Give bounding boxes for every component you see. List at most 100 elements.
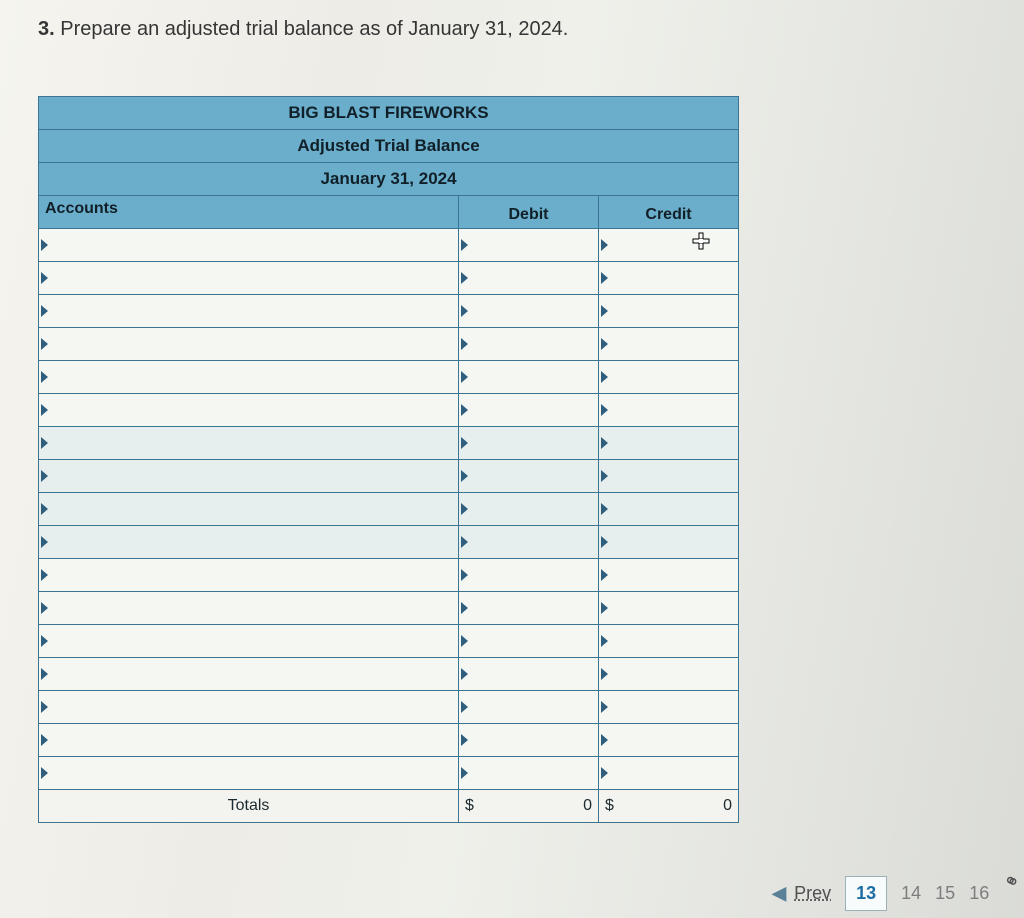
account-cell[interactable]	[39, 757, 459, 790]
credit-cell[interactable]	[599, 328, 739, 361]
dropdown-triangle-icon[interactable]	[461, 668, 468, 680]
credit-cell[interactable]	[599, 295, 739, 328]
dropdown-triangle-icon[interactable]	[41, 536, 48, 548]
debit-cell[interactable]	[459, 493, 599, 526]
debit-cell[interactable]	[459, 559, 599, 592]
dropdown-triangle-icon[interactable]	[41, 635, 48, 647]
debit-cell[interactable]	[459, 361, 599, 394]
dropdown-triangle-icon[interactable]	[601, 503, 608, 515]
account-cell[interactable]	[39, 559, 459, 592]
dropdown-triangle-icon[interactable]	[461, 701, 468, 713]
dropdown-triangle-icon[interactable]	[41, 602, 48, 614]
account-cell[interactable]	[39, 394, 459, 427]
dropdown-triangle-icon[interactable]	[601, 371, 608, 383]
dropdown-triangle-icon[interactable]	[41, 701, 48, 713]
dropdown-triangle-icon[interactable]	[601, 305, 608, 317]
debit-cell[interactable]	[459, 625, 599, 658]
dropdown-triangle-icon[interactable]	[601, 668, 608, 680]
link-icon[interactable]: ⚭	[999, 866, 1024, 896]
dropdown-triangle-icon[interactable]	[601, 437, 608, 449]
debit-cell[interactable]	[459, 262, 599, 295]
page-14[interactable]: 14	[901, 883, 921, 904]
dropdown-triangle-icon[interactable]	[461, 602, 468, 614]
dropdown-triangle-icon[interactable]	[601, 338, 608, 350]
credit-cell[interactable]	[599, 394, 739, 427]
chevron-left-icon[interactable]: ◀	[772, 883, 786, 904]
debit-cell[interactable]	[459, 691, 599, 724]
debit-cell[interactable]	[459, 757, 599, 790]
debit-cell[interactable]	[459, 526, 599, 559]
dropdown-triangle-icon[interactable]	[601, 734, 608, 746]
dropdown-triangle-icon[interactable]	[461, 371, 468, 383]
account-cell[interactable]	[39, 229, 459, 262]
dropdown-triangle-icon[interactable]	[461, 338, 468, 350]
dropdown-triangle-icon[interactable]	[601, 536, 608, 548]
account-cell[interactable]	[39, 262, 459, 295]
debit-cell[interactable]	[459, 328, 599, 361]
dropdown-triangle-icon[interactable]	[41, 338, 48, 350]
page-16[interactable]: 16	[969, 883, 989, 904]
debit-cell[interactable]	[459, 724, 599, 757]
dropdown-triangle-icon[interactable]	[601, 470, 608, 482]
account-cell[interactable]	[39, 526, 459, 559]
dropdown-triangle-icon[interactable]	[601, 635, 608, 647]
dropdown-triangle-icon[interactable]	[601, 239, 608, 251]
debit-cell[interactable]	[459, 592, 599, 625]
page-current[interactable]: 13	[845, 876, 887, 911]
credit-cell[interactable]	[599, 493, 739, 526]
account-cell[interactable]	[39, 625, 459, 658]
dropdown-triangle-icon[interactable]	[41, 272, 48, 284]
credit-cell[interactable]	[599, 460, 739, 493]
dropdown-triangle-icon[interactable]	[601, 404, 608, 416]
credit-cell[interactable]	[599, 229, 739, 262]
credit-cell[interactable]	[599, 526, 739, 559]
credit-cell[interactable]	[599, 724, 739, 757]
account-cell[interactable]	[39, 295, 459, 328]
dropdown-triangle-icon[interactable]	[41, 404, 48, 416]
account-cell[interactable]	[39, 592, 459, 625]
dropdown-triangle-icon[interactable]	[601, 701, 608, 713]
dropdown-triangle-icon[interactable]	[461, 635, 468, 647]
dropdown-triangle-icon[interactable]	[601, 569, 608, 581]
dropdown-triangle-icon[interactable]	[41, 734, 48, 746]
credit-cell[interactable]	[599, 691, 739, 724]
account-cell[interactable]	[39, 361, 459, 394]
dropdown-triangle-icon[interactable]	[41, 569, 48, 581]
debit-cell[interactable]	[459, 658, 599, 691]
account-cell[interactable]	[39, 493, 459, 526]
credit-cell[interactable]	[599, 757, 739, 790]
credit-cell[interactable]	[599, 427, 739, 460]
debit-cell[interactable]	[459, 229, 599, 262]
dropdown-triangle-icon[interactable]	[601, 602, 608, 614]
account-cell[interactable]	[39, 460, 459, 493]
dropdown-triangle-icon[interactable]	[461, 305, 468, 317]
dropdown-triangle-icon[interactable]	[461, 767, 468, 779]
credit-cell[interactable]	[599, 262, 739, 295]
credit-cell[interactable]	[599, 592, 739, 625]
dropdown-triangle-icon[interactable]	[41, 239, 48, 251]
dropdown-triangle-icon[interactable]	[461, 536, 468, 548]
credit-cell[interactable]	[599, 361, 739, 394]
dropdown-triangle-icon[interactable]	[461, 404, 468, 416]
account-cell[interactable]	[39, 328, 459, 361]
dropdown-triangle-icon[interactable]	[461, 569, 468, 581]
dropdown-triangle-icon[interactable]	[461, 272, 468, 284]
debit-cell[interactable]	[459, 460, 599, 493]
debit-cell[interactable]	[459, 427, 599, 460]
debit-cell[interactable]	[459, 295, 599, 328]
dropdown-triangle-icon[interactable]	[41, 503, 48, 515]
dropdown-triangle-icon[interactable]	[461, 437, 468, 449]
dropdown-triangle-icon[interactable]	[41, 437, 48, 449]
dropdown-triangle-icon[interactable]	[41, 470, 48, 482]
dropdown-triangle-icon[interactable]	[461, 734, 468, 746]
account-cell[interactable]	[39, 658, 459, 691]
credit-cell[interactable]	[599, 658, 739, 691]
dropdown-triangle-icon[interactable]	[461, 470, 468, 482]
account-cell[interactable]	[39, 427, 459, 460]
debit-cell[interactable]	[459, 394, 599, 427]
dropdown-triangle-icon[interactable]	[601, 272, 608, 284]
page-15[interactable]: 15	[935, 883, 955, 904]
dropdown-triangle-icon[interactable]	[461, 503, 468, 515]
dropdown-triangle-icon[interactable]	[41, 767, 48, 779]
dropdown-triangle-icon[interactable]	[41, 305, 48, 317]
